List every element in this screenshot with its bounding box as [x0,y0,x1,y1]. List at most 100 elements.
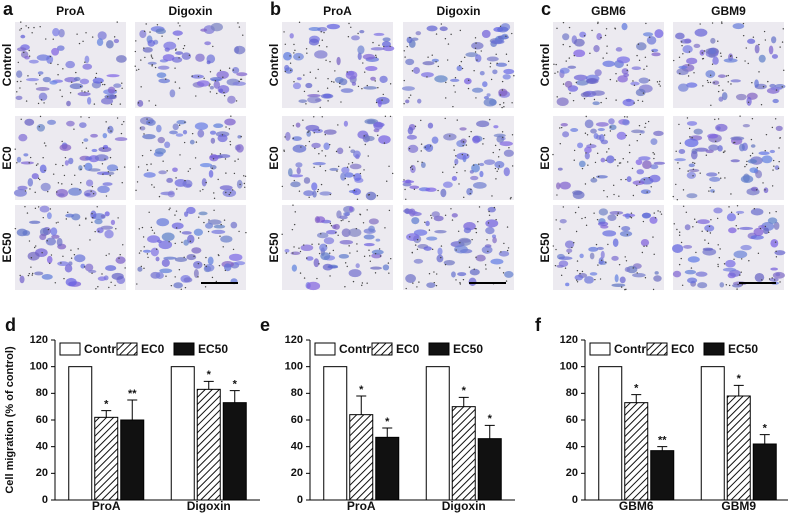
pore [177,22,179,24]
row-label: Control [0,44,14,87]
cell [35,87,50,91]
pore [575,81,577,84]
pore [511,102,513,104]
pore [59,89,61,91]
cell [51,234,60,239]
pore [775,256,778,258]
pore [431,54,433,56]
cell [107,125,114,134]
pore [642,92,645,94]
pore [49,55,52,58]
pore [565,60,567,62]
pore [411,251,413,254]
pore [77,248,79,250]
cell [370,76,376,81]
pore [137,166,140,168]
pore [617,165,619,167]
pore [20,21,22,23]
pore [625,178,627,181]
pore [229,144,232,146]
pore [54,282,57,284]
pore [457,230,460,232]
pore [148,211,150,213]
pore [475,228,477,230]
pore [618,263,621,266]
pore [146,169,149,171]
pore [584,183,587,185]
pore [85,217,87,219]
pore [474,51,477,53]
cell [688,168,700,173]
cell [588,246,599,252]
pore [290,69,292,72]
pore [626,64,628,66]
pore [101,163,104,165]
pore [445,97,447,99]
pore [678,231,681,233]
cell [47,119,57,125]
pore [362,222,365,224]
cell [230,221,238,229]
micrograph [13,115,128,200]
pore [52,173,55,175]
pore [695,221,698,223]
pore [436,273,438,275]
cell [408,208,416,217]
cell [88,269,97,274]
pore [329,193,332,196]
pore [703,50,706,52]
cell [750,235,764,240]
pore [92,193,95,195]
pore [627,161,629,163]
pore [409,166,412,169]
cell [209,130,217,135]
cell [39,164,47,174]
pore [636,139,638,142]
cell [146,119,156,126]
cell [104,211,110,217]
cell [284,131,291,141]
pore [110,130,112,132]
pore [454,163,457,166]
pore [408,96,410,99]
cell [686,82,698,88]
pore [183,256,185,259]
cell [405,274,416,283]
pore [628,151,631,154]
pore [775,210,777,213]
pore [652,151,654,154]
cell [494,161,505,169]
pore [37,163,39,165]
pore [727,81,729,83]
pore [228,128,231,130]
pore [188,54,191,56]
pore [405,198,407,200]
pore [61,183,63,185]
cell [311,142,321,149]
cell [502,74,511,80]
cell [584,119,594,129]
pore [771,185,774,187]
pore [779,137,781,139]
cell [336,56,341,66]
pore [197,75,200,78]
pore [377,87,379,89]
cell [162,54,175,62]
cell [471,163,480,173]
cell [459,127,467,131]
cell [104,229,114,239]
pore [205,256,207,259]
pore [411,165,413,167]
cell [156,218,170,227]
cell [609,124,617,131]
pore [122,244,124,246]
cell [443,133,457,141]
cell [742,124,750,128]
pore [573,54,575,57]
pore [319,165,321,167]
cell [641,212,651,219]
pore [469,192,471,195]
cell [491,39,505,45]
pore [363,135,365,137]
pore [497,156,500,158]
